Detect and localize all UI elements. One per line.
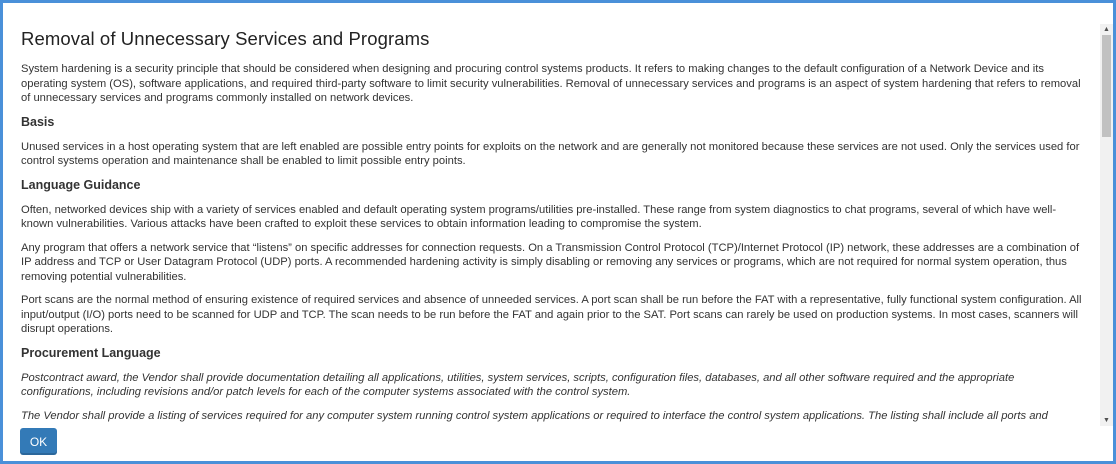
intro-paragraph: System hardening is a security principle…	[21, 63, 1081, 104]
dialog-content[interactable]: Removal of Unnecessary Services and Prog…	[6, 6, 1099, 424]
procurement-paragraph: The Vendor shall provide a listing of se…	[21, 409, 1048, 422]
scroll-up-icon[interactable]: ▲	[1103, 26, 1110, 33]
language-guidance-heading: Language Guidance	[21, 177, 141, 192]
ok-button[interactable]: OK	[20, 428, 57, 455]
dialog-title: Removal of Unnecessary Services and Prog…	[21, 28, 430, 49]
vertical-scrollbar[interactable]: ▲ ▼	[1100, 24, 1113, 426]
procurement-paragraph: Postcontract award, the Vendor shall pro…	[21, 371, 1015, 399]
guidance-paragraph: Any program that offers a network servic…	[21, 241, 1080, 283]
scrollbar-thumb[interactable]	[1102, 35, 1111, 137]
procurement-language-heading: Procurement Language	[21, 345, 161, 360]
basis-paragraph: Unused services in a host operating syst…	[21, 140, 1080, 168]
guidance-paragraph: Often, networked devices ship with a var…	[21, 203, 1057, 231]
guidance-paragraph: Port scans are the normal method of ensu…	[21, 294, 1082, 335]
basis-heading: Basis	[21, 114, 55, 129]
scroll-down-icon[interactable]: ▼	[1103, 417, 1110, 424]
